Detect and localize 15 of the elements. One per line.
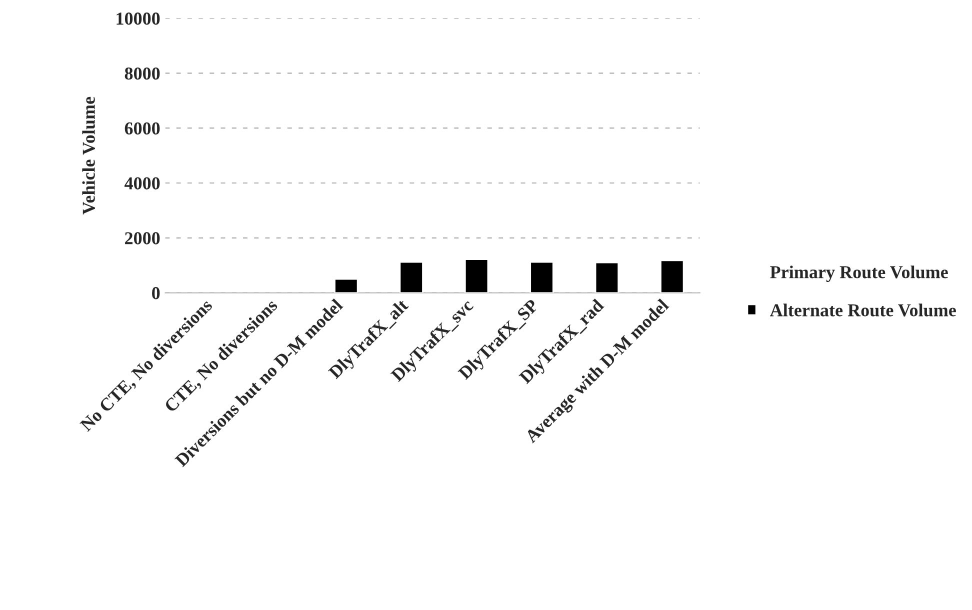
text: Primary Route Volume <box>770 266 948 282</box>
y-tick-label: 6000 <box>124 122 160 135</box>
y-tick-label: 0 <box>152 287 160 300</box>
bar <box>334 278 358 293</box>
bar <box>530 261 554 293</box>
bar <box>594 262 620 293</box>
bar <box>464 258 489 293</box>
y-tick-label: 2000 <box>125 232 160 244</box>
bar <box>660 260 684 293</box>
y-tick-label: 4000 <box>124 177 160 190</box>
legend-label: Alternate Route Volume <box>770 304 956 316</box>
y-axis-title: Vehicle Volume <box>82 96 95 214</box>
bar <box>399 261 424 293</box>
y-tick-label: 10000 <box>116 12 160 25</box>
y-tick-label: 8000 <box>124 67 160 80</box>
